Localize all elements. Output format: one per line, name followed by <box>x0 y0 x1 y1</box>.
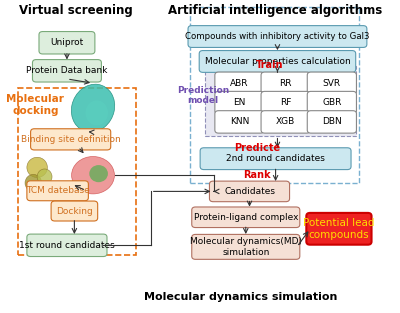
Ellipse shape <box>72 156 114 194</box>
FancyBboxPatch shape <box>215 72 264 95</box>
FancyBboxPatch shape <box>261 72 310 95</box>
FancyBboxPatch shape <box>192 234 300 259</box>
Text: RF: RF <box>280 98 291 107</box>
Text: 2nd round candidates: 2nd round candidates <box>226 154 325 163</box>
Text: Molecular
docking: Molecular docking <box>6 94 64 116</box>
FancyBboxPatch shape <box>200 148 351 170</box>
FancyBboxPatch shape <box>215 111 264 133</box>
FancyBboxPatch shape <box>32 59 102 82</box>
FancyBboxPatch shape <box>261 111 310 133</box>
Bar <box>18 88 136 255</box>
FancyBboxPatch shape <box>199 51 356 72</box>
Text: TCM datebase: TCM datebase <box>26 186 90 195</box>
Bar <box>190 7 360 183</box>
Text: RR: RR <box>280 79 292 88</box>
FancyBboxPatch shape <box>307 111 356 133</box>
FancyBboxPatch shape <box>215 91 264 114</box>
Text: Molecular dynamics(MD)
simulation: Molecular dynamics(MD) simulation <box>190 237 302 257</box>
FancyBboxPatch shape <box>210 181 290 202</box>
Text: Potential lead
compounds: Potential lead compounds <box>303 218 375 239</box>
Text: 1st round candidates: 1st round candidates <box>19 241 115 250</box>
Text: Molecular properties calculation: Molecular properties calculation <box>204 57 350 66</box>
Text: Binding site definition: Binding site definition <box>21 135 120 144</box>
Text: Candidates: Candidates <box>224 187 275 196</box>
Text: Compounds with inhibitory activity to Gal3: Compounds with inhibitory activity to Ga… <box>185 32 370 41</box>
Text: XGB: XGB <box>276 117 295 126</box>
FancyBboxPatch shape <box>307 72 356 95</box>
Text: Rank: Rank <box>243 170 271 180</box>
Text: Uniprot: Uniprot <box>50 38 84 47</box>
Text: Virtual screening: Virtual screening <box>19 4 133 17</box>
FancyBboxPatch shape <box>261 91 310 114</box>
Text: Artificial intelligence algorithms: Artificial intelligence algorithms <box>168 4 383 17</box>
Text: Prediction
model: Prediction model <box>177 86 229 105</box>
Ellipse shape <box>71 84 115 132</box>
Ellipse shape <box>37 169 52 185</box>
FancyBboxPatch shape <box>27 181 88 201</box>
Text: SVR: SVR <box>323 79 341 88</box>
Ellipse shape <box>25 174 42 192</box>
FancyBboxPatch shape <box>306 213 372 245</box>
Text: Train: Train <box>256 59 284 69</box>
FancyBboxPatch shape <box>188 26 367 48</box>
Text: Predicte: Predicte <box>234 143 280 153</box>
Text: Protein Data bank: Protein Data bank <box>26 66 108 75</box>
Ellipse shape <box>89 165 108 182</box>
Text: Molecular dynamics simulation: Molecular dynamics simulation <box>144 292 337 302</box>
FancyBboxPatch shape <box>39 32 95 54</box>
Text: Protein-ligand complex: Protein-ligand complex <box>194 213 298 222</box>
FancyBboxPatch shape <box>27 234 107 257</box>
Text: EN: EN <box>233 98 246 107</box>
Text: GBR: GBR <box>322 98 342 107</box>
Ellipse shape <box>27 157 47 177</box>
Ellipse shape <box>86 100 108 125</box>
Text: Docking: Docking <box>56 207 93 216</box>
Text: ABR: ABR <box>230 79 249 88</box>
Text: KNN: KNN <box>230 117 249 126</box>
FancyBboxPatch shape <box>51 201 98 221</box>
Bar <box>205 66 356 136</box>
FancyBboxPatch shape <box>307 91 356 114</box>
Text: DBN: DBN <box>322 117 342 126</box>
FancyBboxPatch shape <box>31 129 111 150</box>
FancyBboxPatch shape <box>192 207 300 228</box>
